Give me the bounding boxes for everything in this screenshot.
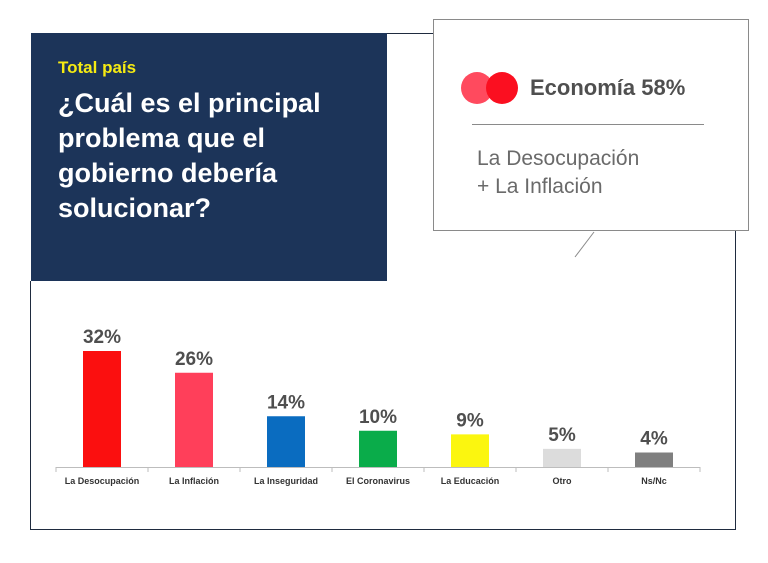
x-tick-label: La Inseguridad: [254, 476, 318, 486]
callout-detail: La Desocupación + La Inflación: [477, 145, 727, 201]
chart-subtitle: Total país: [58, 58, 137, 77]
data-label: 32%: [83, 327, 121, 348]
frame-right-line: [735, 231, 736, 530]
callout-value: Economía 58%: [530, 75, 686, 100]
callout-pointer-line: [574, 231, 595, 258]
chart-title: ¿Cuál es el principal problema que el go…: [58, 88, 321, 223]
frame-left-line: [30, 281, 31, 530]
data-label: 10%: [359, 407, 397, 428]
callout-divider: [472, 124, 704, 125]
x-tick-label: La Desocupación: [65, 476, 140, 486]
x-tick-label: Otro: [553, 476, 573, 486]
title-panel: Total país ¿Cuál es el principal problem…: [31, 33, 387, 281]
x-tick-label: La Educación: [441, 476, 500, 486]
data-label: 5%: [548, 425, 576, 446]
data-label: 4%: [640, 429, 668, 450]
bar: [175, 372, 213, 467]
data-label: 14%: [267, 392, 305, 413]
circle-icon: [486, 72, 518, 104]
data-label: 26%: [175, 349, 213, 370]
bar: [635, 452, 673, 467]
bar: [267, 416, 305, 467]
economy-callout: Economía 58% La Desocupación + La Inflac…: [433, 19, 749, 231]
bar: [451, 434, 489, 467]
x-tick-label: El Coronavirus: [346, 476, 410, 486]
bar: [543, 448, 581, 467]
callout-detail-line: La Desocupación: [477, 147, 640, 170]
data-label: 9%: [456, 410, 484, 431]
frame-top-line: [387, 33, 433, 34]
callout-detail-line: + La Inflación: [477, 175, 603, 198]
frame-bottom-line: [30, 529, 735, 530]
x-tick-label: Ns/Nc: [641, 476, 667, 486]
x-tick-label: La Inflación: [169, 476, 219, 486]
bar: [83, 351, 121, 467]
bar: [359, 430, 397, 467]
